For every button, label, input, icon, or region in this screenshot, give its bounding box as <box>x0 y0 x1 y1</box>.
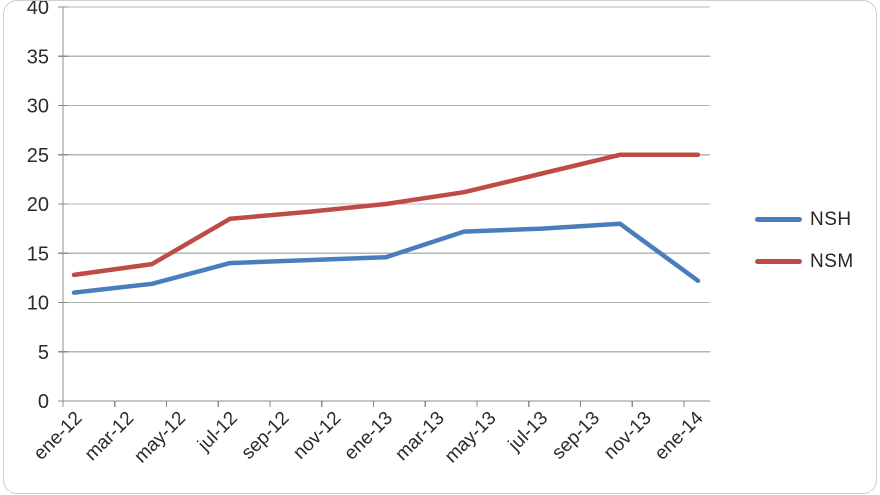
x-tick-label: may-12 <box>130 408 190 468</box>
x-tick-label: nov-12 <box>289 408 345 464</box>
chart-frame: 0 5 10 15 20 25 30 35 40 ene-12 mar-12 may-12 jul-12… <box>3 0 877 494</box>
y-tick-label: 10 <box>27 293 49 315</box>
legend-swatch-nsh-line <box>755 217 802 222</box>
y-tick-label: 15 <box>27 243 49 265</box>
legend: NSH NSM <box>755 208 854 292</box>
y-tick-label: 20 <box>27 194 49 216</box>
x-tick-label: ene-14 <box>651 407 708 464</box>
x-tick-label: sep-12 <box>238 408 294 464</box>
legend-item-nsm: NSM <box>755 250 854 273</box>
y-tick-label: 40 <box>27 1 49 19</box>
y-tick-label: 35 <box>27 46 49 68</box>
series-line-nsh <box>71 221 701 295</box>
x-tick-label: mar-13 <box>391 408 448 465</box>
x-tick-label: jul-13 <box>504 408 552 456</box>
legend-item-nsh: NSH <box>755 208 854 231</box>
y-tick-label: 30 <box>27 96 49 118</box>
x-tick-label: ene-12 <box>30 408 87 465</box>
x-tick-label: jul-12 <box>193 408 241 456</box>
x-tick-label: mar-12 <box>81 408 138 465</box>
y-tick-label: 5 <box>38 342 49 364</box>
x-tick-label: nov-13 <box>600 408 656 464</box>
y-tick-label: 0 <box>38 391 49 413</box>
legend-label-nsh: NSH <box>810 208 852 230</box>
x-tick-label: ene-13 <box>340 408 397 465</box>
legend-label-nsm: NSM <box>810 250 854 272</box>
y-tick-label: 25 <box>27 145 49 167</box>
series-line-nsm <box>71 152 701 278</box>
legend-swatch-nsm-line <box>755 259 802 264</box>
x-tick-label: may-13 <box>441 408 501 468</box>
x-tick-label: sep-13 <box>548 408 604 464</box>
